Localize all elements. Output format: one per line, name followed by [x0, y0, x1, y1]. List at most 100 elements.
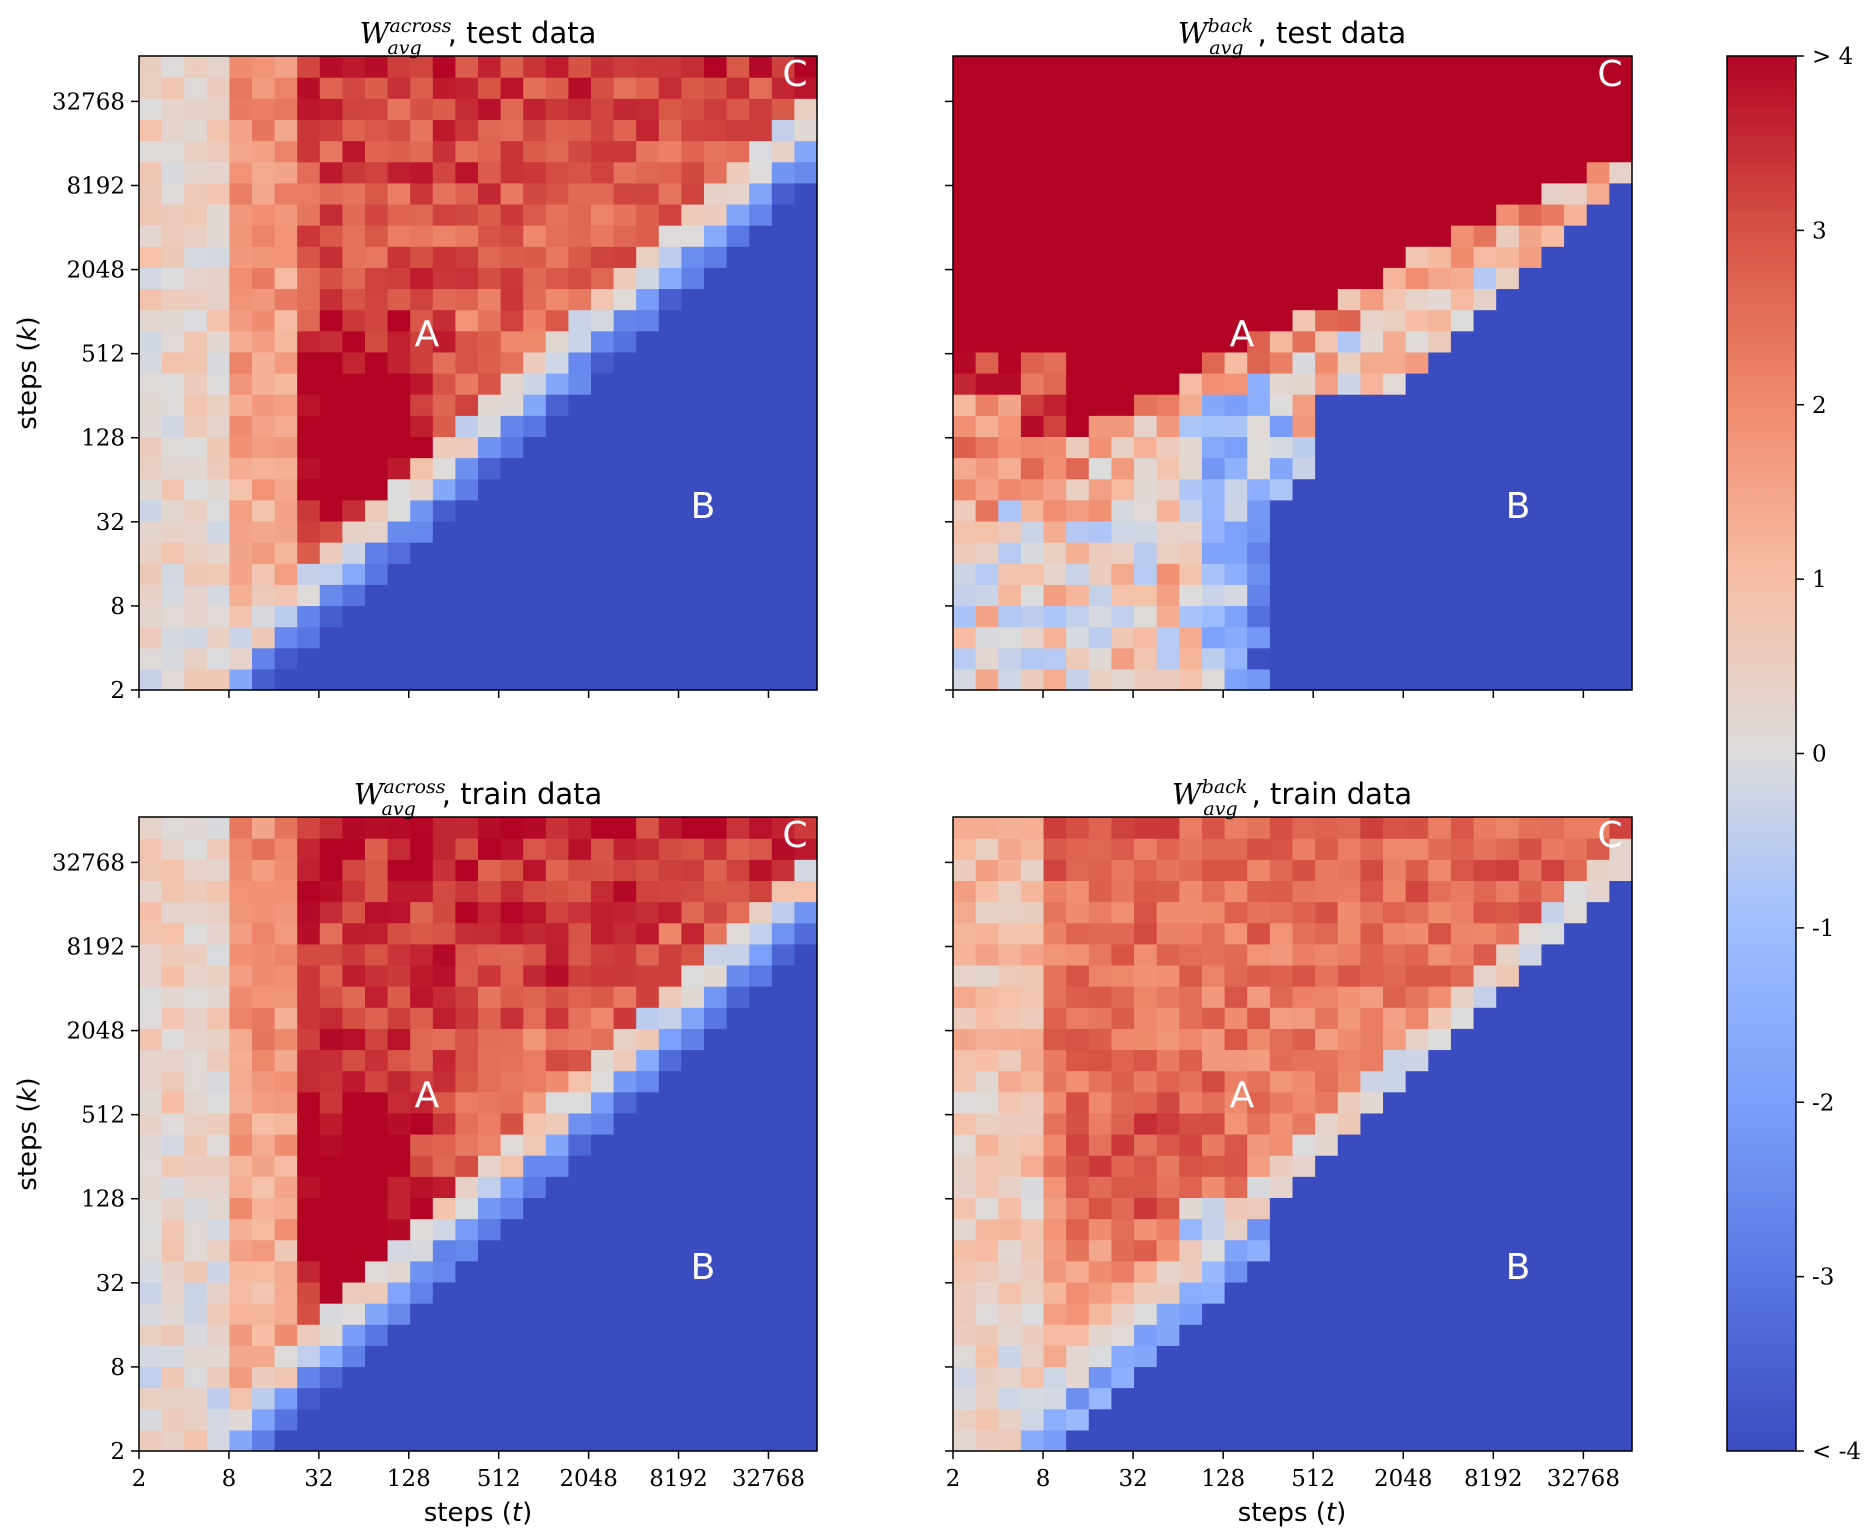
heatmap-cell	[1269, 1112, 1294, 1135]
heatmap-cell	[206, 119, 230, 142]
heatmap-cell	[726, 1303, 750, 1325]
heatmap-cell	[749, 986, 773, 1008]
heatmap-cell	[1428, 584, 1452, 607]
heatmap-cell	[1518, 986, 1543, 1008]
heatmap-cell	[161, 1260, 185, 1283]
heatmap-cell	[1337, 626, 1361, 649]
heatmap-cell	[455, 1218, 479, 1241]
heatmap-cell	[1496, 161, 1520, 184]
heatmap-cell	[1383, 922, 1407, 945]
heatmap-cell	[1156, 77, 1180, 99]
heatmap-cell	[229, 647, 253, 670]
heatmap-cell	[998, 1387, 1022, 1410]
heatmap-cell	[478, 901, 502, 924]
heatmap-cell	[1134, 838, 1158, 860]
heatmap-cell	[1179, 1091, 1203, 1114]
heatmap-cell	[1111, 1281, 1135, 1304]
heatmap-cell	[794, 1408, 818, 1431]
heatmap-cell	[1541, 901, 1565, 924]
heatmap-cell	[1541, 838, 1565, 860]
heatmap-cell	[726, 309, 750, 332]
heatmap-cell	[432, 1070, 456, 1093]
heatmap-cell	[636, 457, 660, 480]
heatmap-cell	[229, 817, 253, 839]
heatmap-cell	[1496, 478, 1520, 501]
heatmap-cell	[1111, 330, 1135, 353]
heatmap-cell	[658, 542, 682, 564]
heatmap-cell	[1383, 1345, 1407, 1368]
heatmap-cell	[1043, 161, 1067, 184]
heatmap-cell	[1179, 520, 1203, 543]
heatmap-cell	[1518, 267, 1543, 290]
heatmap-cell	[1609, 964, 1633, 987]
heatmap-cell	[1134, 225, 1158, 247]
heatmap-cell	[252, 1112, 276, 1135]
heatmap-cell	[1224, 203, 1248, 226]
heatmap-cell	[1518, 203, 1543, 226]
heatmap-cell	[432, 1134, 456, 1156]
heatmap-cell	[478, 140, 502, 163]
heatmap-cell	[1405, 1366, 1429, 1389]
heatmap-cell	[613, 351, 637, 374]
heatmap-cell	[658, 1112, 682, 1135]
heatmap-cell	[998, 838, 1022, 860]
heatmap-cell	[1518, 1429, 1543, 1452]
heatmap-cell	[523, 182, 547, 205]
heatmap-cell	[704, 1345, 728, 1368]
heatmap-cell	[591, 1134, 615, 1156]
heatmap-cell	[1088, 1387, 1113, 1410]
heatmap-cell	[455, 225, 479, 247]
heatmap-cell	[297, 1070, 321, 1093]
heatmap-cell	[1292, 140, 1316, 163]
heatmap-cell	[771, 964, 795, 987]
heatmap-cell	[1360, 140, 1384, 163]
heatmap-cell	[523, 267, 547, 290]
heatmap-cell	[998, 1303, 1022, 1325]
heatmap-cell	[206, 1218, 230, 1241]
heatmap-cell	[1609, 436, 1633, 459]
heatmap-cell	[455, 859, 479, 881]
heatmap-cell	[229, 351, 253, 374]
heatmap-cell	[1383, 1134, 1407, 1156]
heatmap-cell	[206, 394, 230, 416]
heatmap-cell	[1473, 1239, 1497, 1262]
heatmap-cell	[749, 1303, 773, 1325]
heatmap-cell	[1292, 499, 1316, 522]
heatmap-cell	[1134, 267, 1158, 290]
heatmap-cell	[658, 1134, 682, 1156]
heatmap-cell	[342, 56, 366, 78]
heatmap-cell	[771, 77, 795, 99]
heatmap-cell	[523, 56, 547, 78]
heatmap-cell	[274, 563, 298, 585]
heatmap-cell	[591, 986, 615, 1008]
heatmap-cell	[591, 457, 615, 480]
heatmap-cell	[613, 1366, 637, 1389]
heatmap-cell	[1405, 309, 1429, 332]
heatmap-cell	[229, 626, 253, 649]
heatmap-cell	[681, 415, 705, 437]
heatmap-cell	[1134, 880, 1158, 903]
heatmap-cell	[1518, 584, 1543, 607]
heatmap-cell	[455, 56, 479, 78]
heatmap-cell	[613, 964, 637, 987]
heatmap-cell	[591, 859, 615, 881]
heatmap-cell	[1111, 1049, 1135, 1072]
y-tick-label: 2	[110, 678, 125, 704]
heatmap-cell	[1156, 1028, 1180, 1051]
heatmap-cell	[1473, 1429, 1497, 1452]
heatmap-cell	[1564, 267, 1588, 290]
heatmap-cell	[478, 499, 502, 522]
heatmap-cell	[953, 267, 977, 290]
heatmap-cell	[139, 246, 163, 268]
heatmap-cell	[274, 246, 298, 268]
heatmap-cell	[410, 267, 434, 290]
heatmap-cell	[1088, 436, 1113, 459]
heatmap-cell	[1111, 1218, 1135, 1241]
panel-title: Wacross avg, train data	[354, 776, 603, 820]
heatmap-cell	[1043, 1218, 1067, 1241]
heatmap-cell	[1586, 1281, 1610, 1304]
heatmap-cell	[1473, 1007, 1497, 1029]
heatmap-cell	[771, 542, 795, 564]
heatmap-cell	[274, 1070, 298, 1093]
heatmap-cell	[1111, 351, 1135, 374]
